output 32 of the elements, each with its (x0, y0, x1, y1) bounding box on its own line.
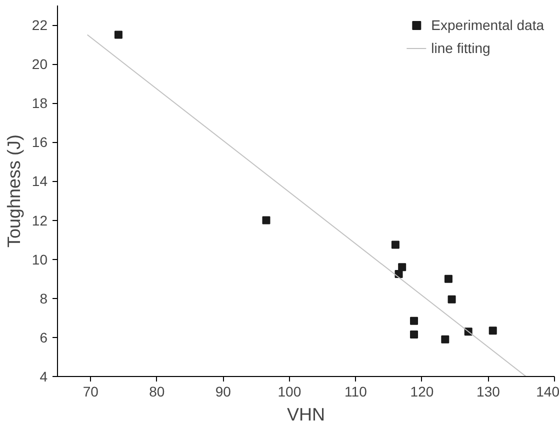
x-tick-label: 80 (149, 384, 165, 400)
point (444, 274, 452, 283)
y-tick-label: 18 (32, 95, 48, 112)
y-tick-label: 10 (32, 251, 48, 268)
x-tick-label: 100 (278, 384, 302, 400)
x-tick-label: 140 (536, 384, 559, 400)
point (410, 330, 418, 339)
y-tick-label: 6 (40, 329, 48, 346)
x-axis-title: VHN (287, 404, 326, 424)
y-tick-label: 22 (32, 17, 48, 34)
point (262, 216, 270, 224)
y-tick-label: 12 (32, 212, 48, 228)
x-tick-label: 110 (344, 384, 368, 400)
point (398, 263, 406, 272)
legend-label: line fitting (431, 40, 490, 56)
point (410, 316, 418, 325)
y-tick-label: 8 (40, 290, 48, 306)
point (114, 30, 122, 39)
x-tick-label: 70 (82, 384, 99, 400)
legend-label: Experimental data (431, 17, 544, 33)
y-tick-label: 4 (40, 368, 48, 384)
y-tick-label: 20 (32, 56, 48, 72)
y-tick-label: 14 (32, 173, 48, 190)
point (391, 240, 400, 249)
point (448, 295, 456, 304)
x-tick-label: 130 (476, 384, 500, 400)
y-tick-label: 16 (32, 134, 48, 150)
point (488, 326, 497, 335)
y-axis-title: Toughness (J) (4, 134, 24, 248)
x-tick-label: 120 (410, 384, 434, 400)
x-tick-label: 90 (215, 384, 232, 400)
point (441, 335, 450, 344)
